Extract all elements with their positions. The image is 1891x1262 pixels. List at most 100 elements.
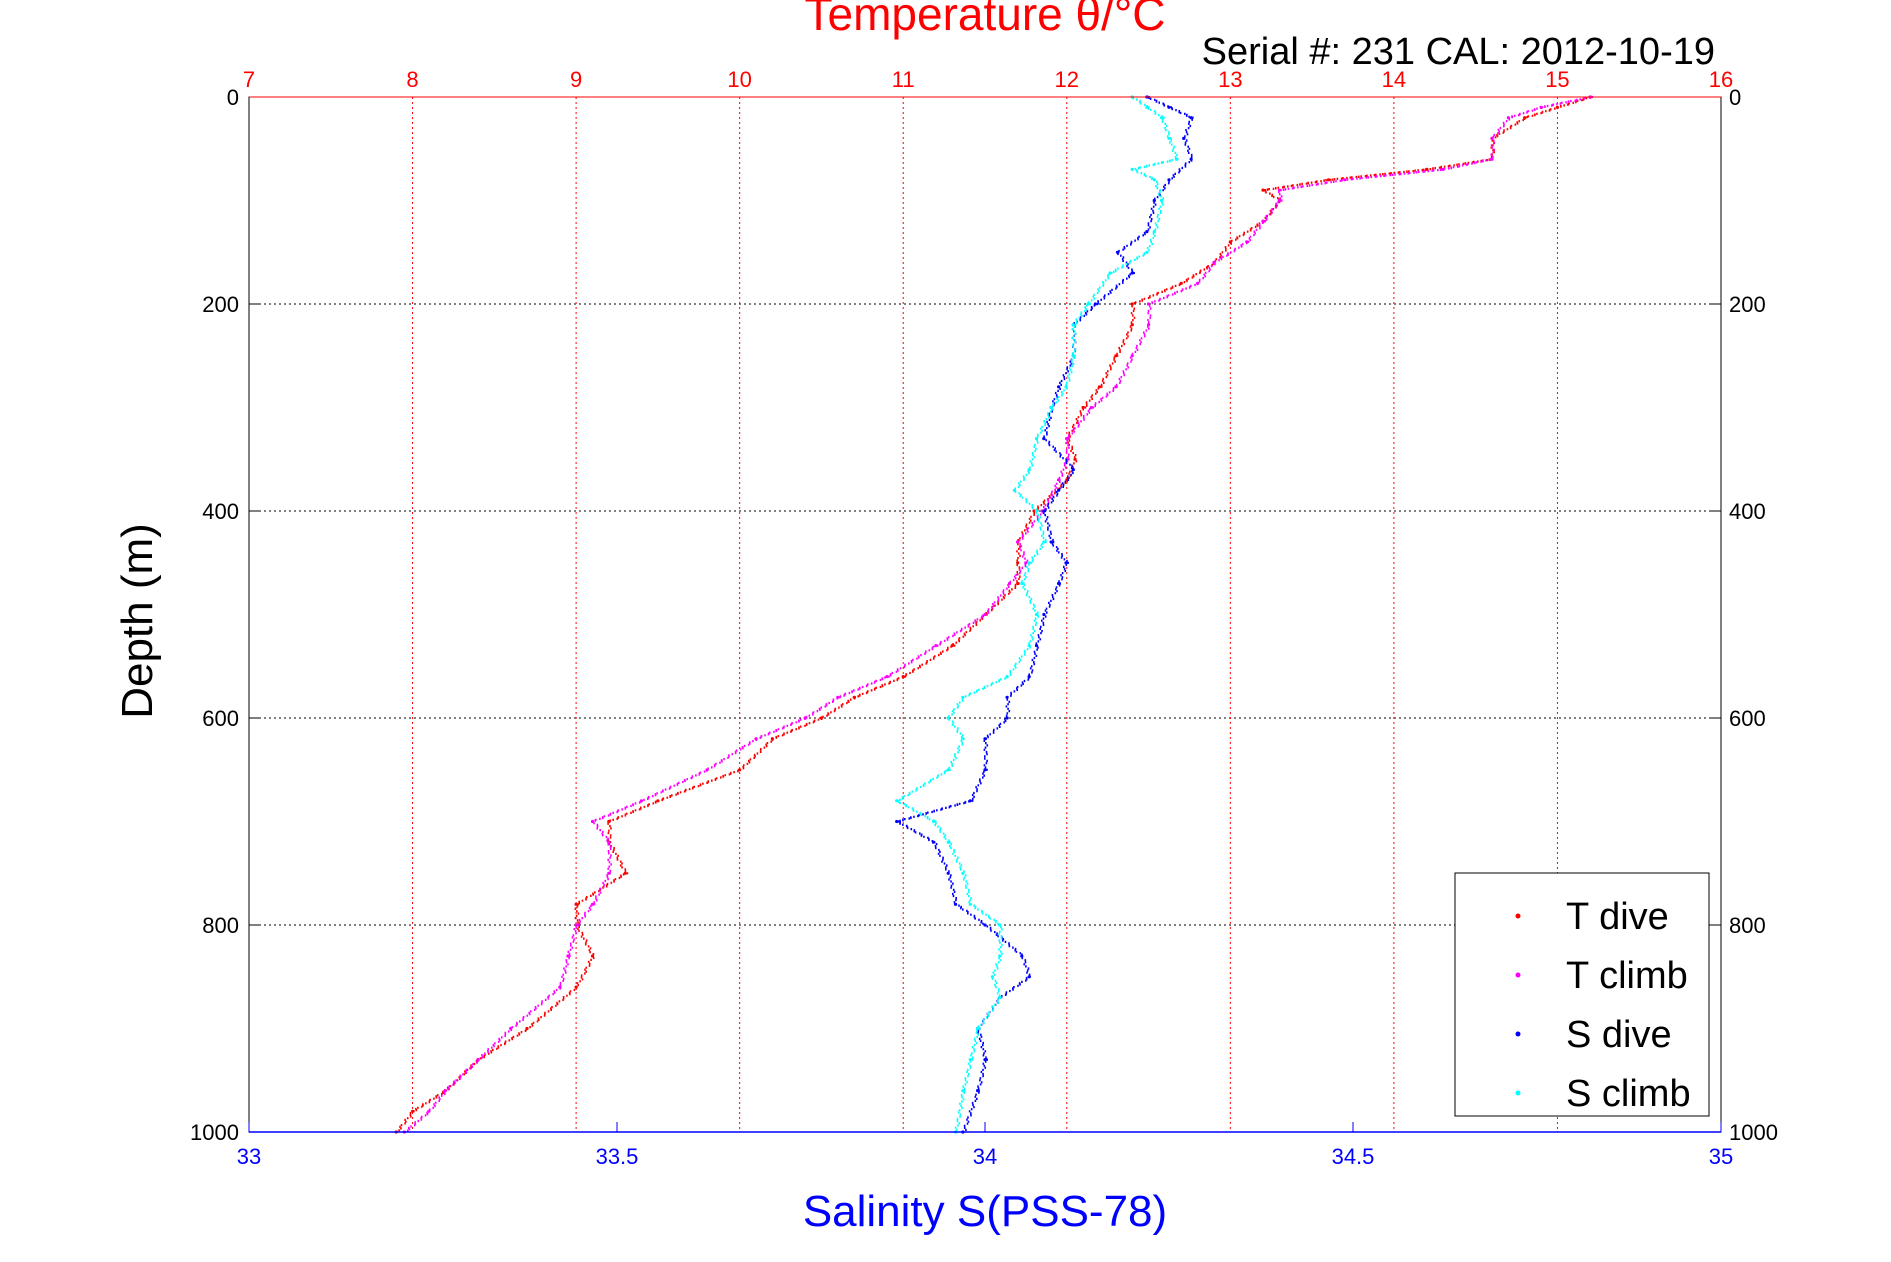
data-point — [1167, 105, 1171, 109]
data-point — [1189, 157, 1193, 161]
data-point — [705, 768, 709, 772]
data-point — [1032, 509, 1036, 513]
legend-marker — [1515, 1090, 1521, 1096]
legend-marker — [1515, 1031, 1521, 1037]
data-point — [968, 799, 972, 803]
legend-box — [1454, 872, 1710, 1117]
data-point — [1114, 385, 1118, 389]
data-point — [1081, 405, 1085, 410]
depth-tick-label-right: 1000 — [1729, 1120, 1778, 1145]
depth-tick-label-right: 400 — [1729, 499, 1766, 524]
data-point — [950, 644, 954, 648]
salinity-tick-label: 33 — [237, 1144, 261, 1169]
data-point — [946, 716, 950, 720]
salinity-tick-label: 34.5 — [1332, 1144, 1375, 1169]
depth-tick-label-left: 200 — [202, 292, 239, 317]
data-point — [1115, 250, 1120, 254]
data-point — [1277, 188, 1281, 192]
data-point — [961, 1089, 965, 1093]
data-point — [961, 871, 965, 875]
data-point — [1005, 675, 1009, 679]
temperature-tick-label: 14 — [1382, 67, 1406, 92]
legend-marker — [1515, 972, 1521, 978]
data-point — [1065, 437, 1069, 441]
data-point — [1196, 281, 1200, 285]
data-point — [1064, 385, 1068, 389]
data-point — [754, 737, 758, 741]
temperature-tick-label: 9 — [570, 67, 582, 92]
data-point — [1093, 302, 1097, 306]
data-point — [1425, 167, 1429, 171]
data-point — [1189, 116, 1193, 120]
data-point — [1108, 271, 1112, 275]
data-point — [819, 716, 824, 720]
series-dots — [897, 95, 1194, 1131]
data-point — [590, 819, 595, 824]
data-point — [411, 1109, 415, 1113]
data-point — [1007, 581, 1012, 586]
data-point — [1555, 105, 1559, 109]
data-point — [1034, 437, 1039, 441]
temperature-tick-label: 10 — [727, 67, 751, 92]
data-point — [1152, 230, 1156, 234]
data-point — [983, 1058, 987, 1062]
depth-tick-label-left: 800 — [202, 913, 239, 938]
temperature-tick-label: 13 — [1218, 67, 1242, 92]
data-point — [1441, 167, 1445, 171]
data-point — [1343, 178, 1347, 182]
temperature-tick-label: 8 — [406, 67, 418, 92]
data-point — [1097, 385, 1102, 389]
data-point — [1245, 240, 1249, 244]
data-point — [1020, 954, 1024, 958]
data-point — [885, 675, 889, 679]
legend-label: T dive — [1566, 896, 1669, 938]
data-point — [1016, 581, 1020, 586]
depth-tick-label-left: 1000 — [190, 1120, 239, 1145]
data-point — [558, 985, 562, 989]
depth-tick-label-right: 0 — [1729, 85, 1741, 110]
data-point — [836, 695, 840, 699]
data-point — [1114, 354, 1118, 358]
data-point — [1071, 354, 1075, 358]
data-point — [1277, 198, 1281, 203]
data-point — [1523, 116, 1527, 120]
data-point — [607, 819, 611, 824]
data-point — [1034, 644, 1039, 648]
data-point — [983, 612, 987, 617]
data-point — [1130, 354, 1134, 358]
data-point — [590, 954, 595, 958]
data-point — [1027, 975, 1031, 979]
data-point — [1182, 136, 1186, 140]
data-point — [1147, 323, 1151, 327]
data-point — [803, 716, 807, 720]
depth-tick-label-left: 0 — [227, 85, 239, 110]
data-point — [1539, 105, 1543, 109]
data-point — [1057, 488, 1061, 492]
data-point — [1020, 581, 1024, 586]
data-point — [1042, 509, 1046, 513]
legend-marker — [1515, 913, 1521, 919]
data-point — [607, 840, 611, 844]
data-point — [1057, 478, 1061, 482]
data-point — [968, 902, 972, 906]
data-point — [1179, 281, 1183, 285]
data-point — [656, 799, 660, 803]
data-point — [1049, 540, 1053, 544]
data-point — [1034, 612, 1039, 617]
data-point — [1042, 437, 1046, 441]
data-point — [443, 1089, 447, 1093]
data-point — [427, 1109, 431, 1113]
legend-label: S dive — [1566, 1014, 1672, 1056]
y-axis-label: Depth (m) — [113, 523, 162, 719]
temperature-tick-label: 15 — [1545, 67, 1569, 92]
data-point — [1071, 323, 1075, 327]
data-point — [934, 644, 938, 648]
data-point — [1152, 198, 1156, 203]
data-point — [961, 737, 965, 741]
data-point — [998, 995, 1002, 1000]
data-point — [931, 840, 936, 844]
data-point — [983, 923, 987, 927]
data-point — [931, 819, 936, 824]
depth-tick-label-left: 400 — [202, 499, 239, 524]
